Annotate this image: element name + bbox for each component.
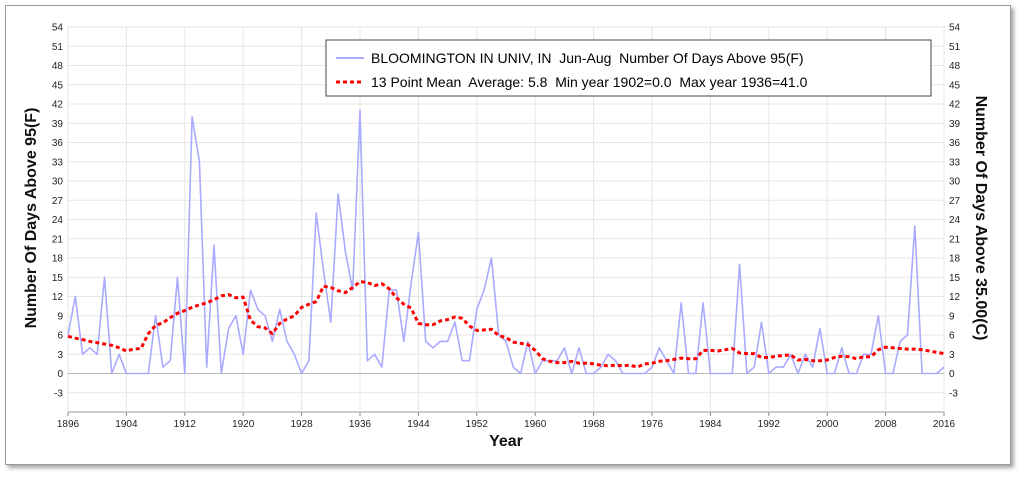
y-tick-label-left: 45	[52, 80, 64, 91]
x-axis-ticks: 1896 1904 1912 1920 1928 1936 1944 1952 1960 1968…	[57, 412, 956, 430]
y-tick-label-right: 33	[949, 157, 961, 168]
x-tick-label: 1912	[174, 419, 197, 430]
x-tick-label: 1920	[232, 419, 255, 430]
x-tick-label: 2000	[816, 419, 839, 430]
y-tick-label-right: 39	[949, 119, 961, 130]
x-tick-label: 1992	[758, 419, 781, 430]
series-line-observed	[67, 109, 945, 375]
y-tick-label-right: 54	[949, 23, 961, 34]
y-tick-label-left: 33	[52, 157, 64, 168]
x-tick-label: 1984	[699, 419, 722, 430]
y-tick-label-right: 45	[949, 80, 961, 91]
y-tick-label-right: -3	[949, 388, 958, 399]
y-tick-label-right: 36	[949, 138, 961, 149]
y-tick-label-right: 27	[949, 196, 961, 207]
y-tick-label-left: -3	[54, 388, 63, 399]
y-tick-label-right: 30	[949, 177, 961, 188]
y-tick-label-left: 21	[52, 234, 64, 245]
y-tick-label-left: 54	[52, 23, 64, 34]
y-tick-label-right: 0	[949, 369, 955, 380]
y-tick-label-left: 30	[52, 177, 64, 188]
y-tick-label-right: 42	[949, 100, 961, 111]
y-tick-label-right: 48	[949, 61, 961, 72]
chart-frame: -3 0 3 6 9 12 15 18 21 24 27 30 33 36 39 42 45 48 51 54 -3 0…	[5, 5, 1011, 465]
legend: BLOOMINGTON IN UNIV, IN Jun-Aug Number O…	[325, 39, 932, 97]
x-tick-label: 1944	[407, 419, 430, 430]
y-tick-label-left: 48	[52, 61, 64, 72]
y-tick-label-left: 42	[52, 100, 64, 111]
x-tick-label: 1904	[115, 419, 138, 430]
y-tick-label-left: 24	[52, 215, 64, 226]
series-group	[67, 109, 945, 375]
y-tick-label-left: 0	[57, 369, 63, 380]
legend-box	[325, 39, 932, 97]
x-axis-title: Year	[489, 433, 523, 450]
y-tick-label-left: 36	[52, 138, 64, 149]
x-tick-label: 1976	[641, 419, 664, 430]
y-tick-label-left: 12	[52, 292, 64, 303]
y-tick-label-right: 18	[949, 254, 961, 265]
y-tick-label-left: 27	[52, 196, 64, 207]
y-tick-label-left: 6	[57, 331, 63, 342]
y-tick-label-right: 9	[949, 311, 955, 322]
y-tick-label-left: 39	[52, 119, 64, 130]
y-tick-label-left: 15	[52, 273, 64, 284]
series-line-13pt-mean	[67, 280, 945, 369]
y-axis-title-left: Number Of Days Above 95(F)	[23, 108, 40, 329]
y-tick-label-right: 6	[949, 331, 955, 342]
y-tick-label-left: 18	[52, 254, 64, 265]
y-tick-label-right: 12	[949, 292, 961, 303]
y-tick-label-right: 24	[949, 215, 961, 226]
y-tick-label-right: 51	[949, 42, 961, 53]
y-tick-label-right: 21	[949, 234, 961, 245]
y-tick-label-right: 15	[949, 273, 961, 284]
legend-label-mean: 13 Point Mean Average: 5.8 Min year 1902…	[371, 74, 808, 90]
x-tick-label: 1952	[466, 419, 489, 430]
x-tick-label: 1960	[524, 419, 547, 430]
y-tick-label-left: 3	[57, 350, 63, 361]
x-tick-label: 2016	[933, 419, 956, 430]
y-tick-label-left: 9	[57, 311, 63, 322]
x-tick-label: 2008	[874, 419, 897, 430]
y-axis-title-right: Number Of Days Above 35.00(C)	[972, 96, 989, 341]
x-tick-label: 1896	[57, 419, 80, 430]
x-tick-label: 1928	[290, 419, 313, 430]
y-tick-label-left: 51	[52, 42, 64, 53]
x-tick-label: 1968	[582, 419, 605, 430]
y-tick-label-right: 3	[949, 350, 955, 361]
legend-label-observed: BLOOMINGTON IN UNIV, IN Jun-Aug Number O…	[371, 50, 804, 66]
x-tick-label: 1936	[349, 419, 372, 430]
